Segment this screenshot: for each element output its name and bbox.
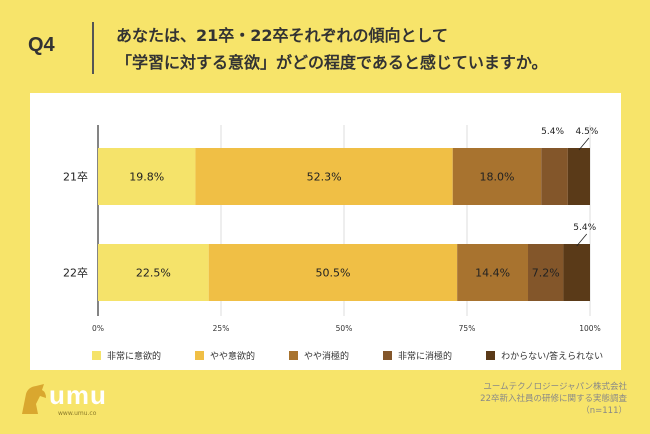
source-survey: 22卒新入社員の研修に関する実態調査 [480, 394, 627, 404]
legend-label: やや意欲的 [210, 352, 256, 362]
legend-swatch [195, 351, 205, 360]
bar-segment [567, 148, 590, 205]
question-number: Q4 [28, 34, 55, 56]
data-label: 5.4% [573, 223, 596, 233]
chart-legend: 非常に意欲的 やや意欲的 やや消極的 非常に消極的 わからない/答えられない [92, 349, 637, 362]
legend-swatch [486, 351, 496, 360]
data-label: 52.3% [307, 171, 342, 184]
question-line-2: 「学習に対する意欲」がどの程度であると感じていますか。 [116, 53, 548, 72]
legend-item: 非常に意欲的 [92, 349, 161, 362]
x-tick-label: 75% [459, 324, 476, 333]
legend-label: 非常に消極的 [398, 352, 453, 362]
data-label: 22.5% [136, 267, 171, 280]
leader-line [578, 137, 590, 151]
source-company: ユームテクノロジージャパン株式会社 [483, 382, 627, 392]
question-text: あなたは、21卒・22卒それぞれの傾向として 「学習に対する意欲」がどの程度であ… [116, 22, 548, 76]
x-tick-label: 50% [336, 324, 353, 333]
bar-segment [563, 244, 590, 301]
legend-swatch [383, 351, 393, 360]
category-label: 22卒 [63, 266, 88, 280]
horse-logo-icon [22, 384, 46, 414]
umu-logo: umu www.umu.co [16, 380, 126, 420]
bar-segment [528, 244, 564, 301]
legend-item: やや意欲的 [195, 349, 255, 362]
data-label: 19.8% [129, 171, 164, 184]
legend-swatch [92, 351, 101, 360]
legend-label: やや消極的 [304, 352, 350, 362]
question-line-1: あなたは、21卒・22卒それぞれの傾向として [116, 26, 449, 45]
x-tick-label: 0% [92, 324, 104, 333]
data-label: 5.4% [541, 127, 564, 137]
legend-item: 非常に消極的 [383, 349, 452, 362]
data-label: 14.4% [475, 267, 510, 280]
data-label: 50.5% [315, 267, 350, 280]
bar-segment [452, 148, 542, 205]
bar-segment [98, 244, 209, 301]
bar-segment [98, 148, 196, 205]
source-sample-size: （n=111） [581, 406, 627, 416]
legend-item: わからない/答えられない [486, 349, 603, 362]
data-label: 4.5% [575, 127, 598, 137]
legend-swatch [289, 351, 299, 360]
logo-url: www.umu.co [58, 410, 97, 417]
data-label: 7.2% [532, 267, 560, 280]
bar-segment [195, 148, 453, 205]
bar-segment [208, 244, 458, 301]
category-label: 21卒 [63, 170, 88, 184]
data-label: 18.0% [480, 171, 515, 184]
source-note: ユームテクノロジージャパン株式会社 22卒新入社員の研修に関する実態調査 （n=… [480, 381, 627, 417]
bar-segment [457, 244, 529, 301]
chart-panel [30, 93, 621, 370]
leader-line [576, 233, 588, 247]
header-divider [92, 22, 94, 74]
legend-item: やや消極的 [289, 349, 349, 362]
legend-label: わからない/答えられない [501, 352, 604, 362]
legend-label: 非常に意欲的 [107, 352, 162, 362]
x-tick-label: 25% [213, 324, 230, 333]
bar-segment [541, 148, 568, 205]
logo-wordmark: umu [49, 380, 107, 410]
x-tick-label: 100% [579, 324, 600, 333]
